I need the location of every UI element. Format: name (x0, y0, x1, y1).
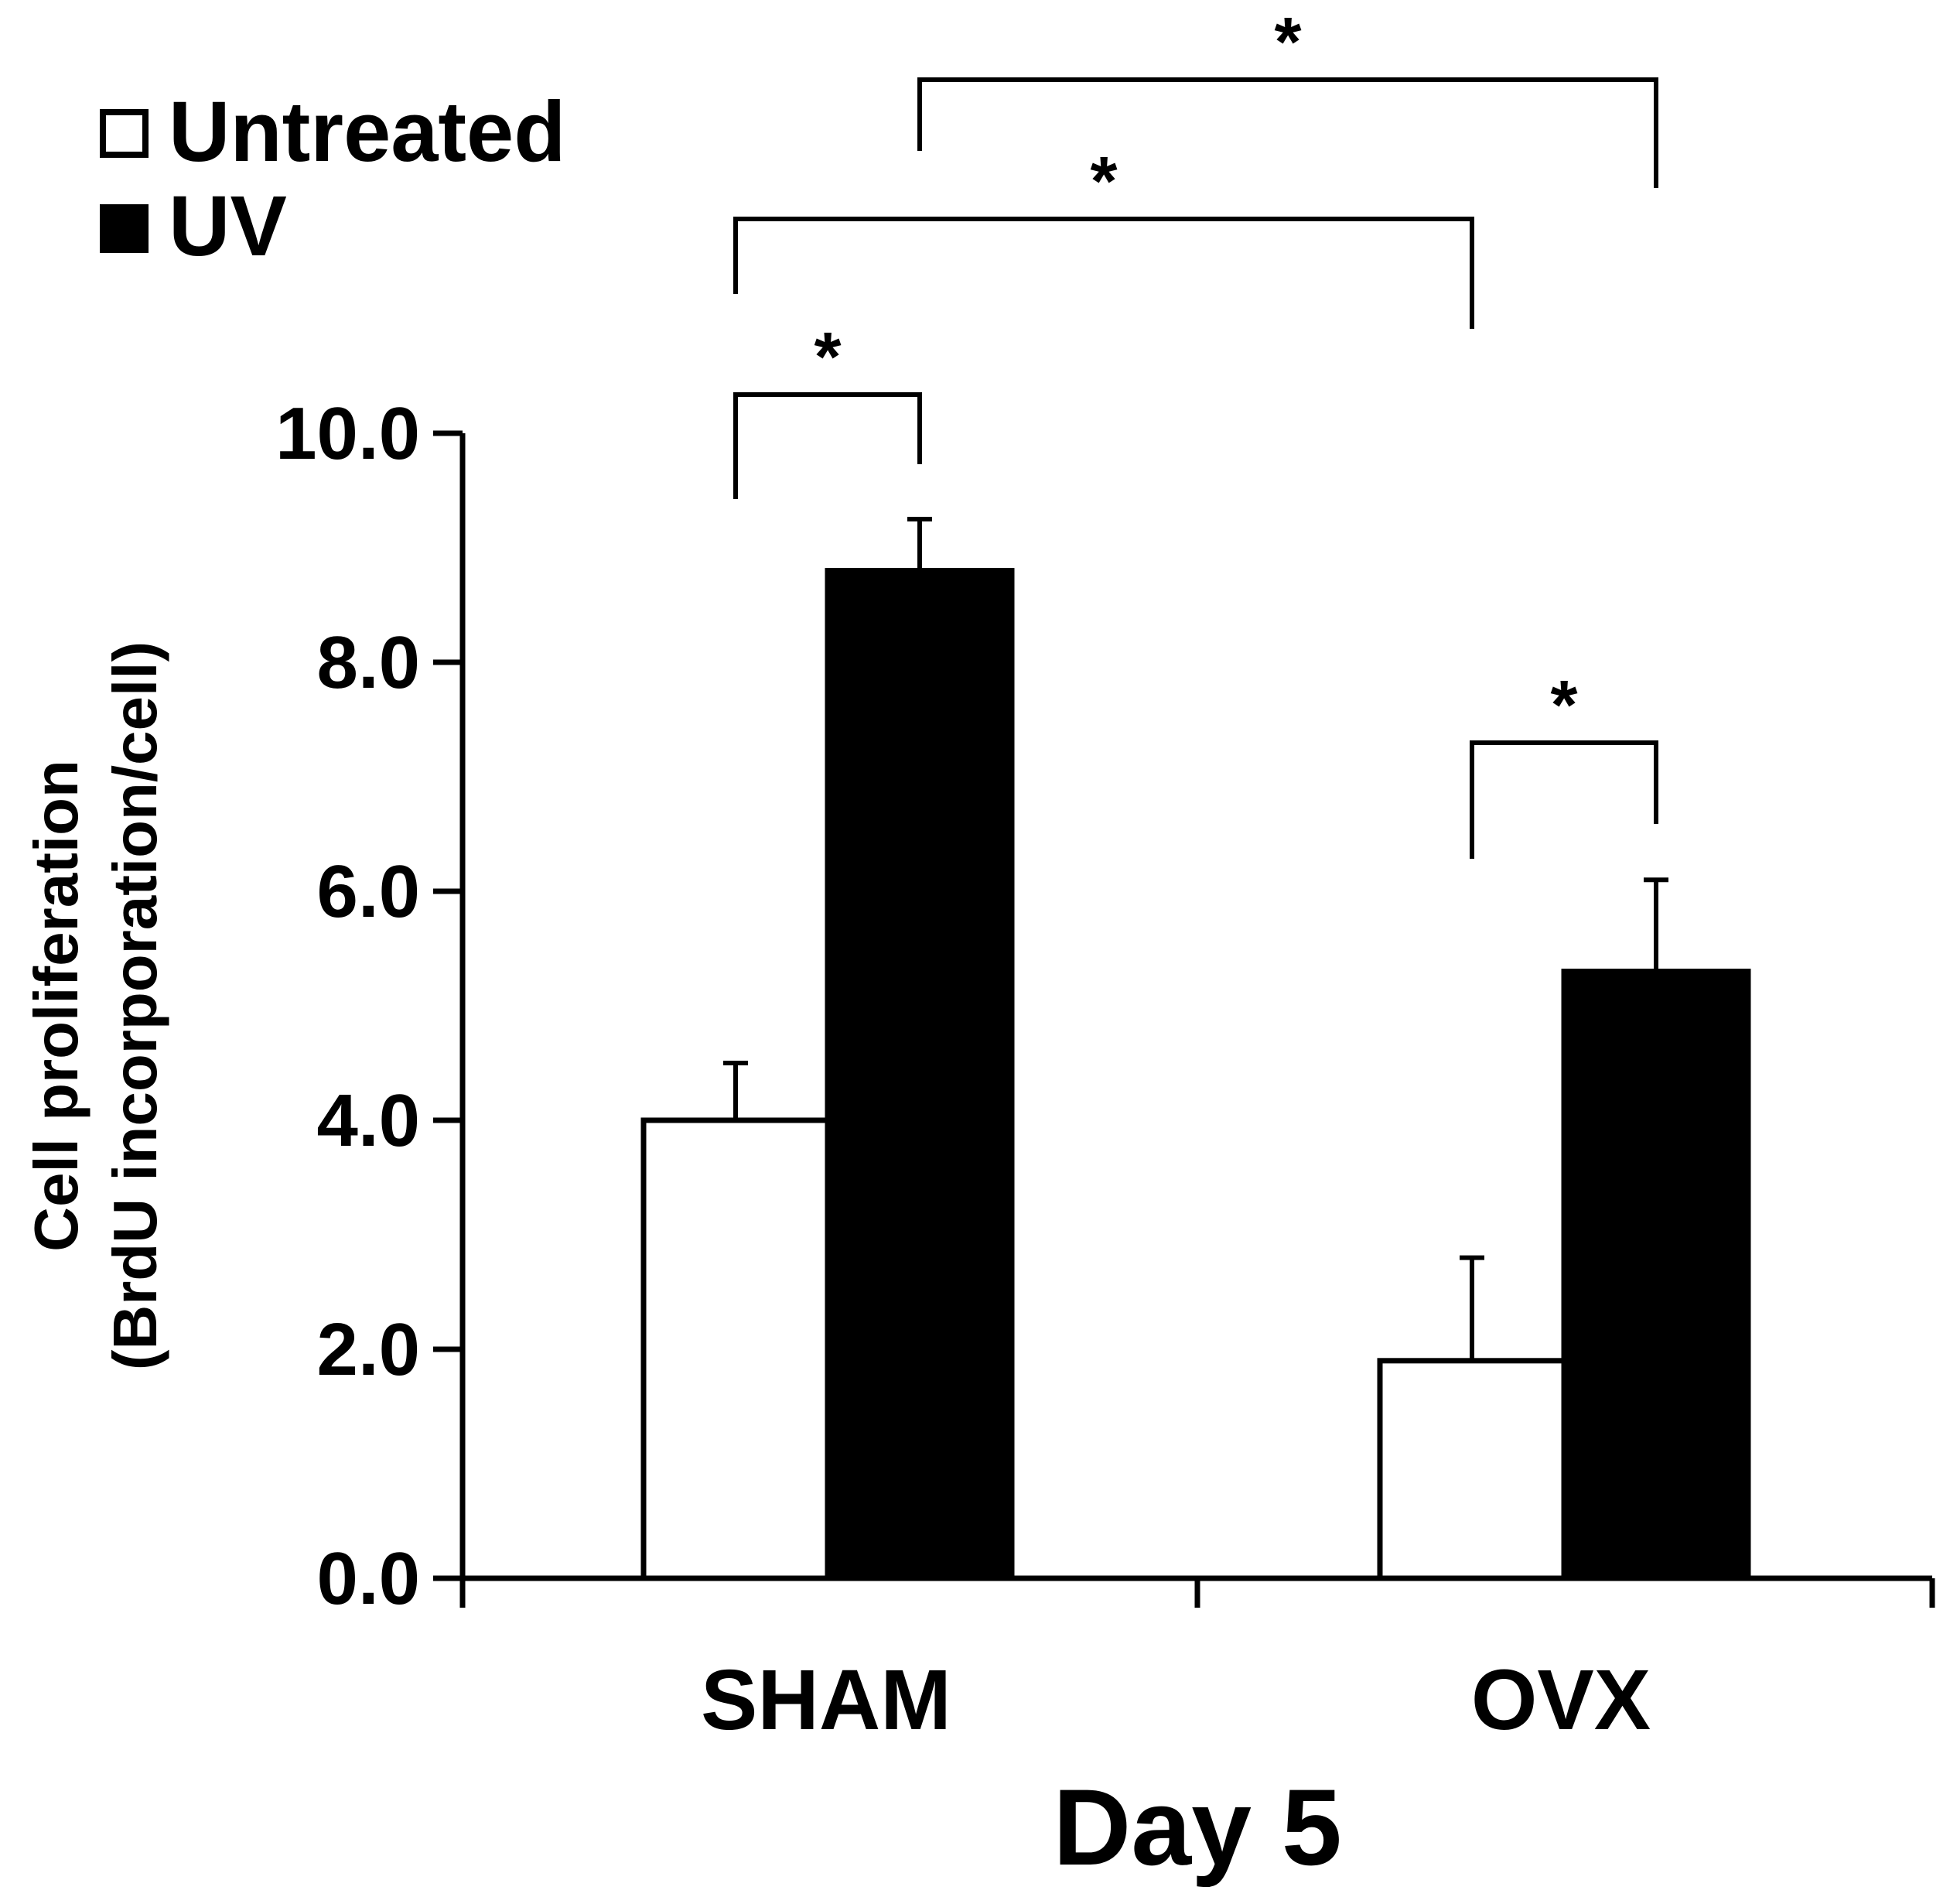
sig-bracket-3 (917, 77, 1658, 188)
bars (640, 568, 1751, 1581)
bar-ovx-uv (1561, 969, 1751, 1581)
y-tick-label-3: 6.0 (317, 850, 420, 933)
y-tick-label-2: 4.0 (317, 1079, 420, 1162)
y-tick-label-4: 8.0 (317, 621, 420, 704)
significance-brackets: * * * * (733, 4, 1658, 859)
y-axis-title-line2: (BrdU incorporation/cell) (101, 641, 169, 1370)
sig-star-3: * (1274, 4, 1301, 81)
sig-bracket-2 (733, 217, 1474, 329)
bar-sham-untreated (640, 1117, 831, 1581)
sig-star-1: * (1550, 667, 1577, 744)
legend: Untreated UV (100, 84, 565, 274)
bar-sham-uv (825, 568, 1015, 1581)
sig-star-0: * (814, 319, 841, 396)
sig-star-2: * (1090, 143, 1117, 220)
sig-bracket-0 (733, 392, 922, 499)
legend-swatch-untreated (100, 109, 149, 158)
axes: 0.0 2.0 4.0 6.0 8.0 10.0 (275, 392, 1935, 1620)
category-label-ovx: OVX (1471, 1653, 1651, 1748)
legend-label-uv: UV (169, 179, 287, 274)
y-axis-title-line1: Cell proliferation (22, 760, 90, 1252)
category-label-sham: SHAM (701, 1653, 951, 1748)
error-bars (723, 517, 1668, 1361)
y-tick-label-1: 2.0 (317, 1308, 420, 1391)
legend-label-untreated: Untreated (169, 84, 565, 179)
y-tick-label-0: 0.0 (317, 1537, 420, 1620)
legend-swatch-uv (100, 204, 149, 253)
x-axis-title: Day 5 (1053, 1766, 1342, 1888)
y-tick-label-5: 10.0 (275, 392, 420, 475)
bar-ovx-untreated (1377, 1358, 1567, 1581)
sig-bracket-1 (1470, 740, 1658, 859)
